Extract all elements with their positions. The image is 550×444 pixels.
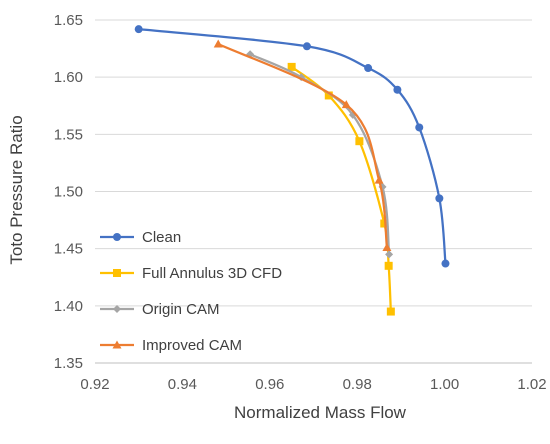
data-point: [386, 307, 395, 316]
data-point: [382, 243, 392, 252]
y-tick-label: 1.65: [54, 12, 83, 29]
y-tick-label: 1.60: [54, 69, 83, 86]
series-line: [249, 53, 391, 255]
legend-label: Full Annulus 3D CFD: [142, 265, 282, 282]
legend-label: Clean: [142, 229, 181, 246]
data-point: [341, 100, 351, 109]
series-improved-cam: [213, 39, 392, 252]
legend-marker: [112, 340, 122, 349]
data-point: [385, 250, 394, 259]
y-tick-label: 1.55: [54, 126, 83, 143]
x-tick-label: 0.98: [343, 376, 372, 393]
legend-entry: Origin CAM: [100, 301, 220, 318]
legend-entry: Full Annulus 3D CFD: [100, 265, 282, 282]
x-tick-label: 0.94: [168, 376, 197, 393]
y-tick-label: 1.50: [54, 184, 83, 201]
y-tick-label: 1.40: [54, 298, 83, 315]
data-point: [302, 42, 311, 51]
data-point: [374, 175, 384, 184]
y-axis-tick-labels: 1.35 1.40 1.45 1.50 1.55 1.60 1.65: [54, 12, 83, 372]
series-line: [217, 42, 389, 248]
data-point: [415, 123, 424, 132]
series-origin-cam: [246, 50, 394, 259]
x-tick-label: 1.02: [517, 376, 546, 393]
x-tick-label: 1.00: [430, 376, 459, 393]
data-point: [393, 85, 402, 94]
x-tick-label: 0.92: [80, 376, 109, 393]
series-layer: [134, 25, 450, 316]
legend: Clean Full Annulus 3D CFD Origin CAM Improv…: [100, 229, 282, 354]
data-point: [287, 62, 296, 71]
legend-label: Improved CAM: [142, 337, 242, 354]
series-clean: [134, 25, 450, 268]
legend-marker: [113, 305, 121, 313]
y-tick-label: 1.35: [54, 355, 83, 372]
y-tick-label: 1.45: [54, 241, 83, 258]
data-point: [384, 261, 393, 270]
legend-entry: Improved CAM: [100, 337, 242, 354]
legend-marker: [113, 233, 121, 241]
data-point: [134, 25, 143, 34]
legend-label: Origin CAM: [142, 301, 220, 318]
data-point: [441, 259, 450, 268]
y-axis-title: Toto Pressure Ratio: [7, 115, 26, 264]
x-tick-label: 0.96: [255, 376, 284, 393]
gridlines: [95, 19, 532, 364]
data-point: [213, 39, 223, 48]
x-axis-title: Normalized Mass Flow: [234, 403, 407, 422]
data-point: [355, 137, 364, 146]
data-point: [364, 64, 373, 73]
x-axis-tick-labels: 0.92 0.94 0.96 0.98 1.00 1.02: [80, 376, 546, 393]
legend-entry: Clean: [100, 229, 181, 246]
data-point: [324, 91, 333, 100]
legend-marker: [113, 269, 121, 277]
data-point: [435, 194, 444, 203]
